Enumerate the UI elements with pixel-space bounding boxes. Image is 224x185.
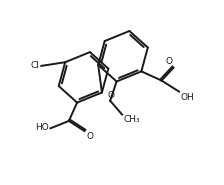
Text: HO: HO <box>35 123 49 132</box>
Text: Cl: Cl <box>31 61 39 70</box>
Text: CH₃: CH₃ <box>123 115 140 125</box>
Text: O: O <box>86 132 93 141</box>
Text: O: O <box>166 57 172 66</box>
Text: OH: OH <box>181 92 194 102</box>
Text: O: O <box>108 91 115 100</box>
